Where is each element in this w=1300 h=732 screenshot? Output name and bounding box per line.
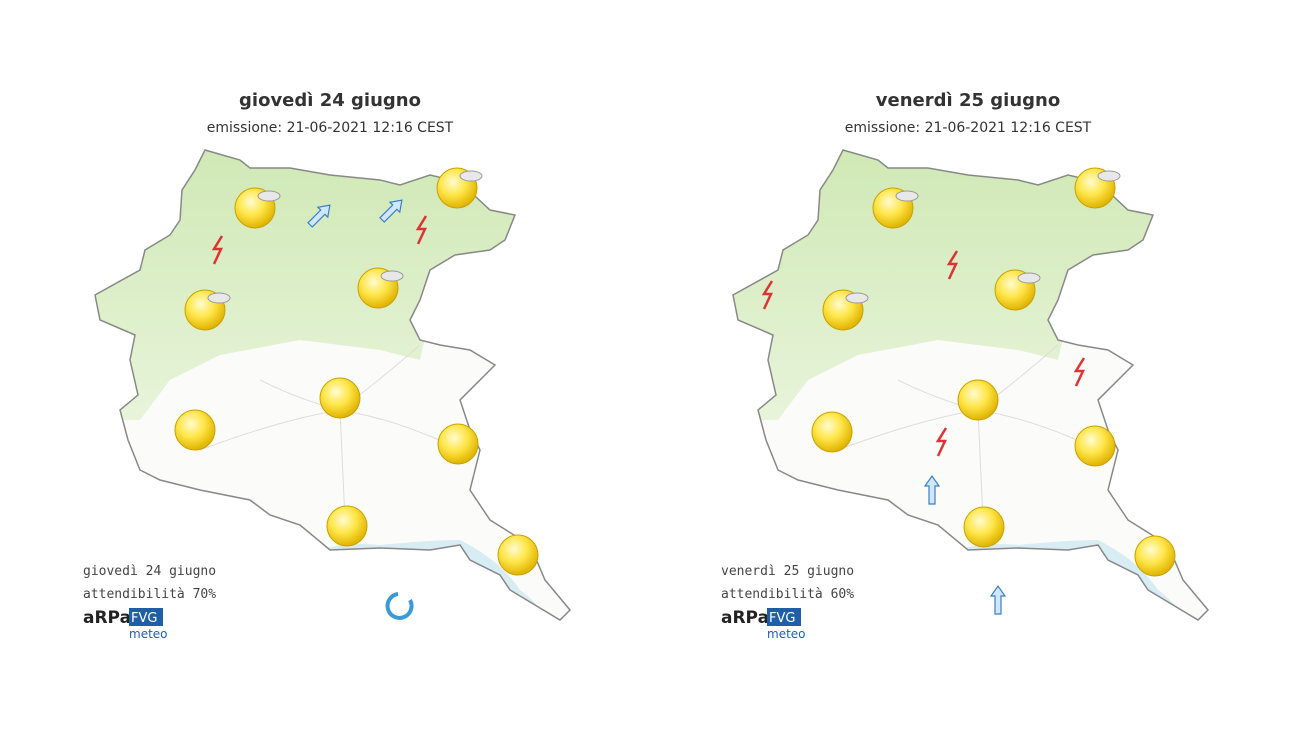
lightning-icon — [946, 250, 959, 280]
sun-icon — [174, 409, 216, 451]
sun-icon — [957, 379, 999, 421]
sun-icon — [497, 534, 539, 576]
sun-icon — [437, 423, 479, 465]
sun-icon — [1134, 535, 1176, 577]
footer-date: giovedì 24 giugno — [83, 564, 216, 579]
logo-arpa: aRPa — [721, 608, 769, 628]
emission-time: emissione: 21-06-2021 12:16 CEST — [207, 120, 454, 136]
cloud-icon — [895, 190, 919, 202]
cloud-icon — [1097, 170, 1121, 182]
wind-arrow — [923, 474, 941, 505]
cloud-icon — [1017, 272, 1041, 284]
reliability: attendibilità 70% — [83, 587, 216, 602]
region-outline — [94, 149, 572, 621]
panel-title: venerdì 25 giugno — [876, 90, 1060, 111]
lightning-icon — [415, 215, 428, 245]
lightning-icon — [1073, 357, 1086, 387]
wind-arrow — [989, 584, 1007, 615]
cloud-icon — [257, 190, 281, 202]
forecast-panel: venerdì 25 giugno emissione: 21-06-2021 1… — [721, 90, 1210, 641]
lightning-icon — [935, 427, 948, 457]
sun-icon — [1074, 425, 1116, 467]
sun-icon — [963, 506, 1005, 548]
cloud-icon — [459, 170, 483, 182]
weather-icons — [761, 167, 1176, 615]
logo-arpa: aRPa — [83, 608, 131, 628]
reliability: attendibilità 60% — [721, 587, 854, 602]
cloud-icon — [207, 292, 231, 304]
mountains — [733, 150, 1168, 420]
wind-arrow — [307, 204, 331, 228]
wind-arrow — [379, 199, 403, 223]
logo-fvg: FVG — [769, 611, 795, 626]
logo-fvg: FVG — [131, 611, 157, 626]
panel-title: giovedì 24 giugno — [239, 90, 421, 111]
cloud-icon — [380, 270, 404, 282]
logo-meteo: meteo — [767, 627, 806, 641]
mountains — [95, 150, 530, 420]
emission-time: emissione: 21-06-2021 12:16 CEST — [845, 120, 1092, 136]
sun-icon — [326, 505, 368, 547]
lightning-icon — [761, 280, 774, 310]
forecast-panel: giovedì 24 giugno emissione: 21-06-2021 1… — [83, 90, 572, 641]
sun-icon — [319, 377, 361, 419]
lightning-icon — [211, 235, 224, 265]
footer-date: venerdì 25 giugno — [721, 564, 854, 579]
logo-meteo: meteo — [129, 627, 168, 641]
sun-icon — [811, 411, 853, 453]
region-outline — [732, 149, 1210, 621]
weather-icons — [174, 167, 539, 620]
logo-box — [129, 608, 163, 626]
sea-state-icon — [385, 592, 414, 620]
cloud-icon — [845, 292, 869, 304]
logo-box — [767, 608, 801, 626]
